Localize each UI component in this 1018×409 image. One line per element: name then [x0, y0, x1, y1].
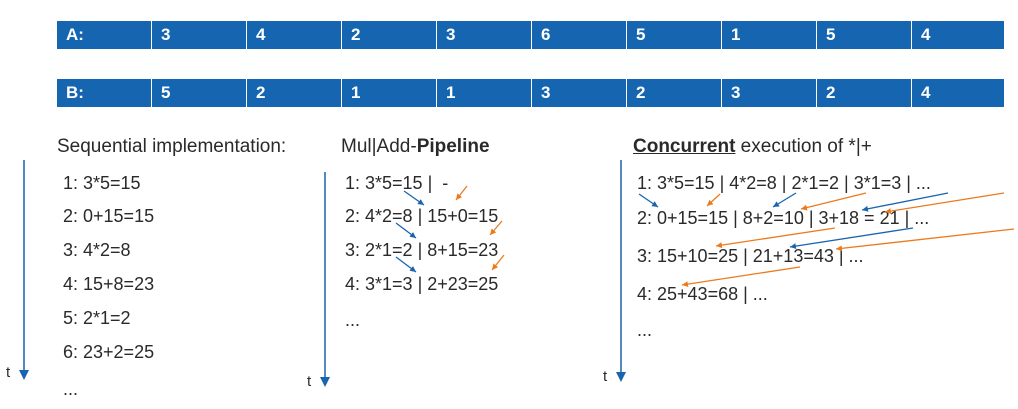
sequential-step: 3: 4*2=8 — [63, 240, 131, 260]
vector-a-cell: 5 — [816, 21, 911, 49]
vector-b-cell: 3 — [531, 79, 626, 107]
vector-b-cell: 2 — [246, 79, 341, 107]
vector-a-row: A: 3 4 2 3 6 5 1 5 4 — [57, 21, 1004, 49]
concurrent-step: 4: 25+43=68 | ... — [637, 284, 768, 304]
vector-a-cell: 6 — [531, 21, 626, 49]
sequential-step: 5: 2*1=2 — [63, 308, 131, 328]
vector-b-cell: 2 — [626, 79, 721, 107]
vector-a-cell: 5 — [626, 21, 721, 49]
vector-a-cell: 3 — [151, 21, 246, 49]
concurrent-step: 1: 3*5=15 | 4*2=8 | 2*1=2 | 3*1=3 | ... — [637, 173, 931, 193]
sequential-time-label: t — [6, 364, 11, 381]
concurrent-arrow-blue — [861, 192, 949, 212]
vector-a-cell: 4 — [911, 21, 1004, 49]
concurrent-title: Concurrent execution of *|+ — [633, 136, 872, 158]
pipeline-title-bold: Pipeline — [416, 136, 490, 157]
pipeline-step: 2: 4*2=8 | 15+0=15 — [345, 206, 499, 226]
concurrent-step: 2: 0+15=15 | 8+2=10 | 3+18 = 21 | ... — [637, 208, 930, 228]
pipeline-ellipsis: ... — [345, 310, 361, 330]
vector-b-row: B: 5 2 1 1 3 2 3 2 4 — [57, 79, 1004, 107]
sequential-step: 1: 3*5=15 — [63, 173, 141, 193]
pipeline-arrow-blue — [403, 190, 425, 206]
vector-a-cell: 2 — [341, 21, 436, 49]
sequential-step: 4: 15+8=23 — [63, 274, 155, 294]
sequential-ellipsis: ... — [63, 379, 79, 399]
concurrent-arrow-blue — [772, 192, 797, 208]
vector-b-cell: 5 — [151, 79, 246, 107]
pipeline-arrow-orange — [455, 185, 468, 201]
concurrent-time-label: t — [603, 368, 608, 385]
concurrent-title-bold: Concurrent — [633, 136, 736, 157]
concurrent-step: 3: 15+10=25 | 21+13=43 | ... — [637, 246, 864, 266]
vector-b-cell: 4 — [911, 79, 1004, 107]
pipeline-title-prefix: Mul|Add- — [341, 136, 417, 157]
pipeline-arrow-blue — [395, 222, 417, 239]
concurrent-arrow-orange — [681, 266, 801, 288]
vector-b-cell: 3 — [721, 79, 816, 107]
vector-a-cell: 3 — [436, 21, 531, 49]
vector-b-cell: 1 — [341, 79, 436, 107]
concurrent-ellipsis: ... — [637, 320, 653, 340]
vector-a-cell: 4 — [246, 21, 341, 49]
concurrent-arrow-orange — [835, 228, 1015, 252]
pipeline-step: 1: 3*5=15 | - — [345, 173, 449, 193]
time-axis-concurrent — [616, 160, 626, 382]
time-axis-pipeline — [320, 172, 330, 387]
sequential-title: Sequential implementation: — [57, 136, 287, 157]
vector-b-cell: 2 — [816, 79, 911, 107]
vector-a-cell: 1 — [721, 21, 816, 49]
pipeline-step: 4: 3*1=3 | 2+23=25 — [345, 274, 499, 294]
pipeline-arrow-blue — [395, 256, 417, 273]
concurrent-title-rest: execution of *|+ — [735, 136, 872, 157]
concurrent-arrow-orange — [800, 192, 867, 211]
vector-b-cell: 1 — [436, 79, 531, 107]
pipeline-time-label: t — [307, 373, 312, 390]
pipeline-arrow-orange — [489, 220, 503, 236]
concurrent-arrow-blue — [789, 227, 914, 250]
vector-a-label: A: — [66, 25, 84, 44]
concurrent-arrow-blue — [638, 193, 659, 208]
pipeline-title: Mul|Add-Pipeline — [341, 136, 490, 158]
pipeline-step: 3: 2*1=2 | 8+15=23 — [345, 240, 499, 260]
concurrent-arrow-orange — [884, 192, 1005, 215]
sequential-step: 2: 0+15=15 — [63, 206, 155, 226]
vector-b-label: B: — [66, 83, 84, 102]
concurrent-arrow-orange — [706, 193, 721, 207]
concurrent-arrow-orange — [715, 227, 836, 249]
pipeline-arrow-orange — [491, 254, 505, 271]
sequential-step: 6: 23+2=25 — [63, 342, 155, 362]
time-axis-sequential — [19, 160, 29, 380]
